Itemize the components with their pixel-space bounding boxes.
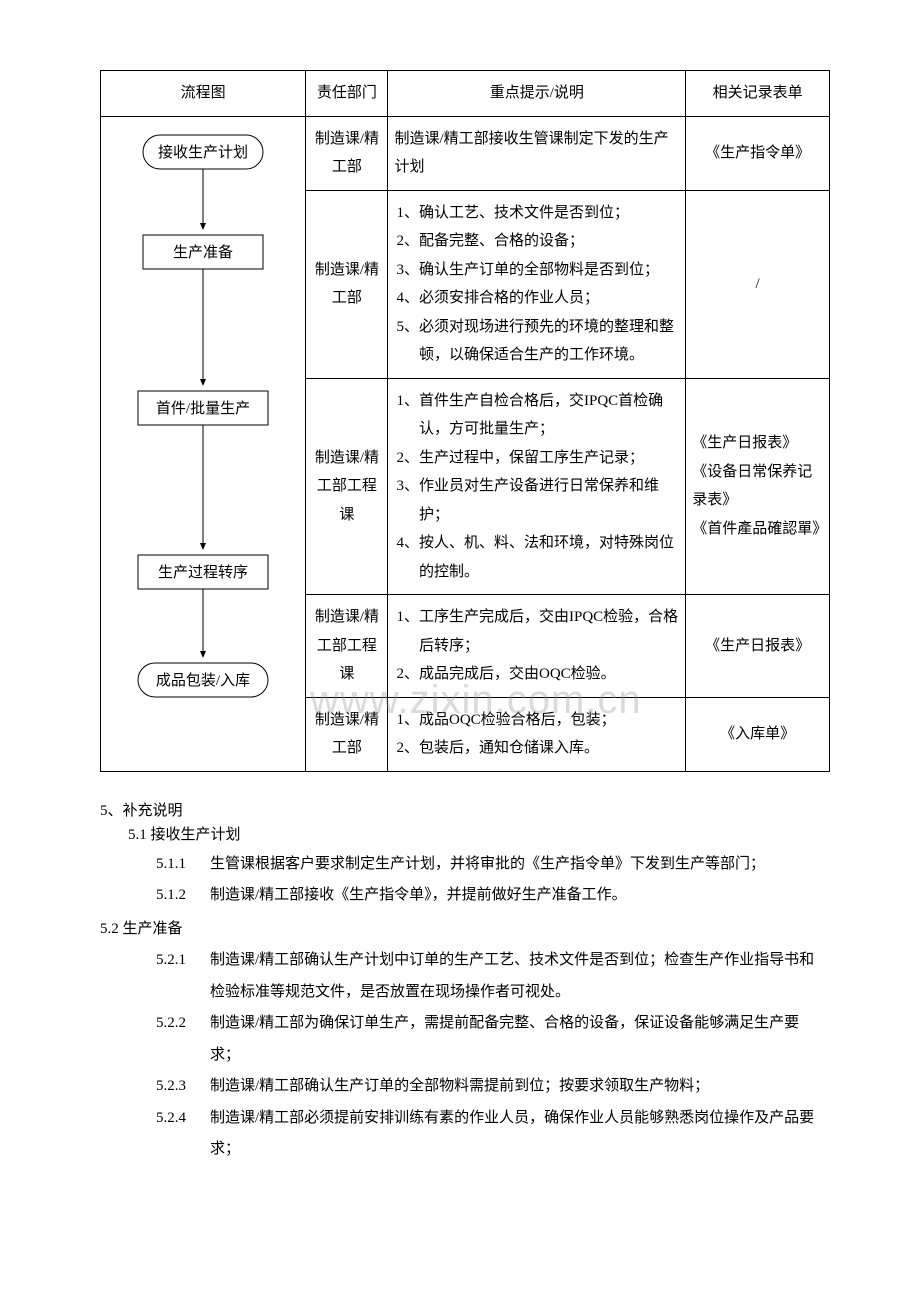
- section-5-title: 5、补充说明: [100, 800, 830, 823]
- flow-node-4: 生产过程转序: [158, 564, 248, 581]
- section-5-1-1: 5.1.1生管课根据客户要求制定生产计划，并将审批的《生产指令单》下发到生产等部…: [100, 849, 830, 881]
- desc-cell: 1、成品OQC检验合格后，包装； 2、包装后，通知仓储课入库。: [388, 697, 686, 771]
- section-5-2-title: 5.2 生产准备: [100, 914, 830, 946]
- th-dept: 责任部门: [306, 71, 388, 117]
- flow-node-1: 接收生产计划: [158, 144, 248, 161]
- table-header-row: 流程图 责任部门 重点提示/说明 相关记录表单: [101, 71, 830, 117]
- section-5-1-title: 5.1 接收生产计划: [100, 824, 830, 847]
- flowchart-svg: 接收生产计划 生产准备 首件/批量生产 生产过程转序 成: [108, 117, 298, 757]
- desc-cell: 1、首件生产自检合格后，交IPQC首检确认，方可批量生产； 2、生产过程中，保留…: [388, 378, 686, 595]
- section-5-2-4: 5.2.4制造课/精工部必须提前安排训练有素的作业人员，确保作业人员能够熟悉岗位…: [100, 1103, 830, 1166]
- flowchart-cell: 接收生产计划 生产准备 首件/批量生产 生产过程转序 成: [101, 116, 306, 771]
- section-5-2-2: 5.2.2制造课/精工部为确保订单生产，需提前配备完整、合格的设备，保证设备能够…: [100, 1008, 830, 1071]
- desc-cell: 1、工序生产完成后，交由IPQC检验，合格后转序； 2、成品完成后，交由OQC检…: [388, 595, 686, 698]
- dept-cell: 制造课/精工部: [306, 190, 388, 378]
- section-5-2-3: 5.2.3制造课/精工部确认生产订单的全部物料需提前到位；按要求领取生产物料；: [100, 1071, 830, 1103]
- flow-node-3: 首件/批量生产: [156, 400, 250, 417]
- record-cell: 《入库单》: [686, 697, 830, 771]
- desc-cell: 1、确认工艺、技术文件是否到位； 2、配备完整、合格的设备； 3、确认生产订单的…: [388, 190, 686, 378]
- record-cell: 《生产日报表》: [686, 595, 830, 698]
- record-cell: 《生产指令单》: [686, 116, 830, 190]
- section-5-2-1: 5.2.1制造课/精工部确认生产计划中订单的生产工艺、技术文件是否到位；检查生产…: [100, 945, 830, 1008]
- desc-list: 1、确认工艺、技术文件是否到位； 2、配备完整、合格的设备； 3、确认生产订单的…: [394, 199, 679, 370]
- th-desc: 重点提示/说明: [388, 71, 686, 117]
- record-cell: /: [686, 190, 830, 378]
- section-5: 5、补充说明 5.1 接收生产计划 5.1.1生管课根据客户要求制定生产计划，并…: [100, 800, 830, 1166]
- desc-cell: 制造课/精工部接收生管课制定下发的生产计划: [388, 116, 686, 190]
- dept-cell: 制造课/精工部工程课: [306, 595, 388, 698]
- process-table: 流程图 责任部门 重点提示/说明 相关记录表单 接收生产计划: [100, 70, 830, 772]
- th-record: 相关记录表单: [686, 71, 830, 117]
- record-cell: 《生产日报表》 《设备日常保养记录表》 《首件產品確認單》: [686, 378, 830, 595]
- th-flow: 流程图: [101, 71, 306, 117]
- section-5-1-2: 5.1.2制造课/精工部接收《生产指令单》，并提前做好生产准备工作。: [100, 880, 830, 912]
- dept-cell: 制造课/精工部: [306, 697, 388, 771]
- flow-node-2: 生产准备: [173, 244, 233, 261]
- dept-cell: 制造课/精工部工程课: [306, 378, 388, 595]
- flow-node-5: 成品包装/入库: [156, 672, 250, 689]
- table-row: 接收生产计划 生产准备 首件/批量生产 生产过程转序 成: [101, 116, 830, 190]
- dept-cell: 制造课/精工部: [306, 116, 388, 190]
